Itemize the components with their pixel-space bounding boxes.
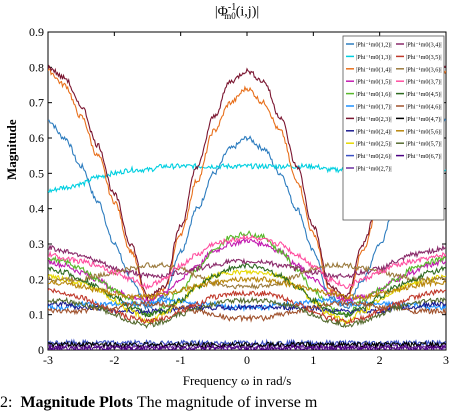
series-line bbox=[48, 118, 446, 311]
chart-title-main: |Φ bbox=[214, 4, 228, 20]
legend-label: |Phi⁻¹m0(3,6)| bbox=[406, 66, 442, 73]
legend-label: |Phi⁻¹m0(4,7)| bbox=[406, 116, 442, 123]
caption-bold: Magnitude Plots bbox=[20, 394, 133, 411]
series-line bbox=[48, 243, 446, 280]
legend-label: |Phi⁻¹m0(1,7)| bbox=[356, 104, 392, 111]
y-tick-label: 0.9 bbox=[29, 25, 44, 39]
series-line bbox=[48, 230, 446, 318]
legend-label: |Phi⁻¹m0(3,5)| bbox=[406, 54, 442, 61]
legend-label: |Phi⁻¹m0(3,4)| bbox=[406, 42, 442, 49]
legend-box bbox=[342, 35, 445, 221]
legend-label: |Phi⁻¹m0(6,7)| bbox=[406, 153, 442, 160]
legend-label: |Phi⁻¹m0(2,4)| bbox=[356, 128, 392, 135]
y-axis-label: Magnitude bbox=[4, 119, 19, 180]
series-line bbox=[48, 299, 446, 323]
series-line bbox=[48, 287, 446, 326]
series-line bbox=[48, 276, 446, 301]
legend-label: |Phi⁻¹m0(5,6)| bbox=[406, 128, 442, 135]
y-tick-label: 0.1 bbox=[29, 308, 44, 322]
series-line bbox=[48, 296, 446, 329]
y-tick-label: 0.7 bbox=[29, 96, 44, 110]
series-line bbox=[48, 269, 446, 326]
legend-label: |Phi⁻¹m0(4,6)| bbox=[406, 104, 442, 111]
y-tick-label: 0.4 bbox=[29, 202, 44, 216]
y-tick-label: 0.6 bbox=[29, 131, 44, 145]
legend-label: |Phi⁻¹m0(1,4)| bbox=[356, 66, 392, 73]
legend-label: |Phi⁻¹m0(1,3)| bbox=[356, 54, 392, 61]
legend-label: |Phi⁻¹m0(3,7)| bbox=[406, 79, 442, 86]
legend-label: |Phi⁻¹m0(1,5)| bbox=[356, 79, 392, 86]
x-tick-label: -3 bbox=[43, 353, 53, 367]
figure-caption: 2: Magnitude Plots The magnitude of inve… bbox=[0, 394, 474, 412]
y-tick-label: 0.5 bbox=[29, 166, 44, 180]
series-line bbox=[48, 261, 446, 291]
legend-label: |Phi⁻¹m0(2,7)| bbox=[356, 166, 392, 173]
series-line bbox=[48, 262, 446, 318]
chart-title-sup: -1 bbox=[227, 2, 237, 13]
x-tick-label: 1 bbox=[310, 353, 316, 367]
legend-label: |Phi⁻¹m0(2,3)| bbox=[356, 116, 392, 123]
series-line bbox=[48, 343, 446, 350]
series-line bbox=[48, 237, 446, 304]
series-line bbox=[48, 340, 446, 349]
legend-label: |Phi⁻¹m0(1,6)| bbox=[356, 91, 392, 98]
legend-label: |Phi⁻¹m0(5,7)| bbox=[406, 141, 442, 148]
legend-label: |Phi⁻¹m0(4,5)| bbox=[406, 91, 442, 98]
legend-label: |Phi⁻¹m0(2,6)| bbox=[356, 153, 392, 160]
chart-title-tail: (i,j)| bbox=[235, 4, 260, 20]
caption-prefix: 2: bbox=[0, 394, 13, 411]
x-tick-label: -1 bbox=[176, 353, 186, 367]
y-tick-label: 0 bbox=[38, 343, 44, 357]
x-tick-label: -2 bbox=[109, 353, 119, 367]
x-axis-label: Frequency ω in rad/s bbox=[182, 373, 292, 388]
caption-rest: The magnitude of inverse m bbox=[136, 394, 318, 411]
legend-label: |Phi⁻¹m0(2,5)| bbox=[356, 141, 392, 148]
series-line bbox=[48, 234, 446, 291]
chart-title-sub: m0 bbox=[224, 11, 236, 22]
y-tick-label: 0.3 bbox=[29, 237, 44, 251]
chart-title: |Φ-1m0(i,j)| bbox=[0, 2, 474, 21]
y-tick-label: 0.8 bbox=[29, 60, 44, 74]
x-tick-label: 0 bbox=[244, 353, 250, 367]
x-tick-label: 2 bbox=[377, 353, 383, 367]
y-tick-label: 0.2 bbox=[29, 272, 44, 286]
x-tick-label: 3 bbox=[443, 353, 449, 367]
legend-label: |Phi⁻¹m0(1,2)| bbox=[356, 42, 392, 49]
